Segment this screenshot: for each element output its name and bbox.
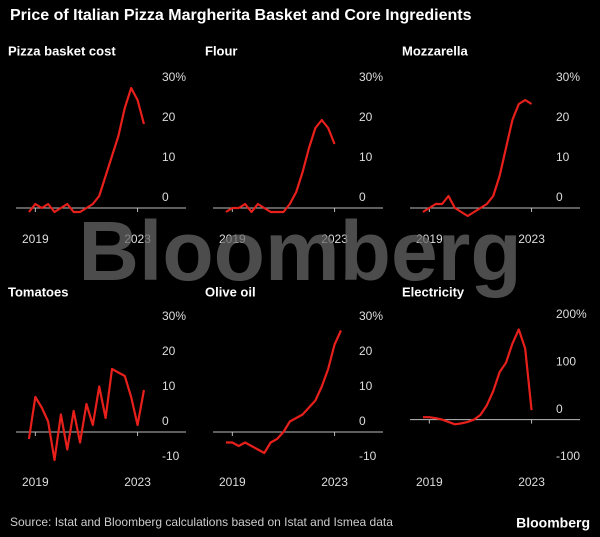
y-tick-label: 20 bbox=[556, 110, 570, 124]
x-tick-label: 2023 bbox=[518, 475, 545, 489]
panel-title: Electricity bbox=[402, 284, 465, 299]
y-tick-label: 20 bbox=[359, 110, 373, 124]
y-tick-label: 10 bbox=[162, 379, 176, 393]
y-tick-label: 0 bbox=[359, 190, 366, 204]
y-tick-label: -10 bbox=[359, 449, 377, 463]
y-tick-label: 0 bbox=[359, 414, 366, 428]
y-tick-label: -100 bbox=[556, 449, 580, 463]
y-tick-label: 20 bbox=[162, 344, 176, 358]
panel-title: Pizza basket cost bbox=[8, 43, 116, 58]
x-tick-label: 2019 bbox=[219, 232, 246, 246]
line bbox=[422, 328, 533, 426]
y-tick-label: 30% bbox=[162, 70, 186, 84]
y-tick-label: 0 bbox=[162, 414, 169, 428]
logo: Bloomberg bbox=[516, 515, 590, 531]
line bbox=[225, 330, 342, 455]
y-tick-label: 100 bbox=[556, 354, 576, 368]
y-tick-label: 30% bbox=[359, 309, 383, 323]
y-tick-label: -10 bbox=[162, 449, 180, 463]
y-tick-label: 0 bbox=[162, 190, 169, 204]
y-tick-label: 20 bbox=[162, 110, 176, 124]
y-tick-label: 10 bbox=[556, 150, 570, 164]
watermark: Bloomberg bbox=[78, 204, 521, 298]
x-tick-label: 2023 bbox=[321, 475, 348, 489]
source: Source: Istat and Bloomberg calculations… bbox=[10, 515, 393, 529]
y-tick-label: 20 bbox=[359, 344, 373, 358]
x-tick-label: 2023 bbox=[321, 232, 348, 246]
y-tick-label: 30% bbox=[162, 309, 186, 323]
y-tick-label: 200% bbox=[556, 307, 587, 321]
y-tick-label: 30% bbox=[359, 70, 383, 84]
x-tick-label: 2019 bbox=[219, 475, 246, 489]
y-tick-label: 30% bbox=[556, 70, 580, 84]
x-tick-label: 2023 bbox=[124, 475, 151, 489]
x-tick-label: 2019 bbox=[416, 475, 443, 489]
line bbox=[422, 98, 533, 218]
chart-title: Price of Italian Pizza Margherita Basket… bbox=[10, 7, 472, 24]
y-tick-label: 0 bbox=[556, 402, 563, 416]
y-tick-label: 0 bbox=[556, 190, 563, 204]
y-tick-label: 10 bbox=[162, 150, 176, 164]
y-tick-label: 10 bbox=[359, 379, 373, 393]
x-tick-label: 2023 bbox=[518, 232, 545, 246]
x-tick-label: 2023 bbox=[124, 232, 151, 246]
line bbox=[28, 86, 146, 214]
panel-title: Flour bbox=[205, 43, 238, 58]
line bbox=[225, 118, 336, 214]
x-tick-label: 2019 bbox=[22, 475, 49, 489]
panel-title: Tomatoes bbox=[8, 284, 68, 299]
line bbox=[27, 367, 146, 462]
x-tick-label: 2019 bbox=[416, 232, 443, 246]
x-tick-label: 2019 bbox=[22, 232, 49, 246]
panel-title: Olive oil bbox=[205, 284, 256, 299]
panel-title: Mozzarella bbox=[402, 43, 469, 58]
y-tick-label: 10 bbox=[359, 150, 373, 164]
